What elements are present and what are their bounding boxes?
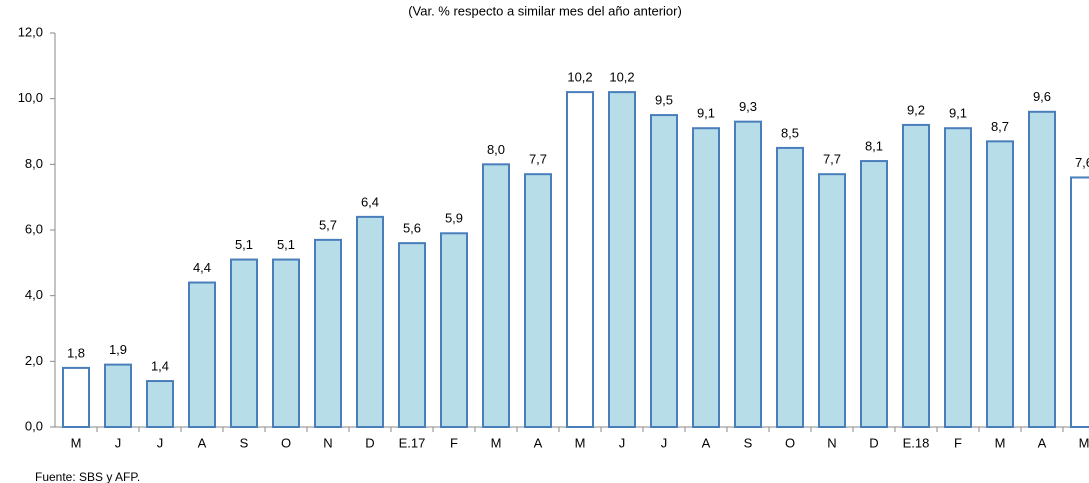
bar [692, 127, 720, 428]
value-label: 7,7 [823, 152, 841, 167]
x-tick-label: J [157, 435, 164, 450]
value-label: 8,0 [487, 142, 505, 157]
bar [818, 173, 846, 428]
bar [230, 258, 258, 428]
value-label: 8,1 [865, 138, 883, 153]
x-tick-label: D [869, 435, 878, 450]
x-tick-label: F [450, 435, 458, 450]
x-tick-label: M [71, 435, 82, 450]
value-label: 7,7 [529, 152, 547, 167]
x-tick-label: A [702, 435, 711, 450]
bar [1070, 176, 1089, 428]
value-label: 9,1 [697, 106, 715, 121]
bar [776, 146, 804, 429]
bar [188, 281, 216, 428]
bar [944, 127, 972, 428]
x-tick-label: O [281, 435, 291, 450]
bar [356, 215, 384, 428]
x-tick-label: F [954, 435, 962, 450]
x-tick-label: N [323, 435, 332, 450]
value-label: 9,6 [1033, 89, 1051, 104]
bar [104, 363, 132, 429]
y-tick-label: 10,0 [18, 90, 43, 105]
value-label: 10,2 [567, 70, 592, 85]
x-tick-label: J [619, 435, 626, 450]
x-tick-label: M [995, 435, 1006, 450]
x-tick-label: M [575, 435, 586, 450]
bar [902, 123, 930, 429]
x-tick-label: N [827, 435, 836, 450]
footnote: Fuente: SBS y AFP. [35, 470, 140, 483]
value-label: 10,2 [609, 70, 634, 85]
bar [734, 120, 762, 429]
value-label: 9,5 [655, 93, 673, 108]
bar [146, 380, 174, 428]
value-label: 5,1 [235, 237, 253, 252]
bar [398, 242, 426, 428]
y-tick-label: 6,0 [25, 221, 43, 236]
x-tick-label: A [534, 435, 543, 450]
x-tick-label: J [661, 435, 668, 450]
value-label: 1,4 [151, 358, 169, 373]
x-tick-label: E.17 [399, 435, 426, 450]
x-tick-label: J [115, 435, 122, 450]
bar [986, 140, 1014, 428]
bar [650, 114, 678, 428]
chart-subtitle: (Var. % respecto a similar mes del año a… [408, 3, 682, 18]
y-tick-label: 0,0 [25, 418, 43, 433]
x-tick-label: M [1079, 435, 1089, 450]
x-tick-label: E.18 [903, 435, 930, 450]
x-tick-label: M [491, 435, 502, 450]
value-label: 9,1 [949, 106, 967, 121]
bar [1028, 110, 1056, 429]
x-tick-label: A [198, 435, 207, 450]
value-label: 5,1 [277, 237, 295, 252]
value-label: 8,7 [991, 119, 1009, 134]
bar [62, 366, 90, 428]
x-tick-label: D [365, 435, 374, 450]
value-label: 8,5 [781, 125, 799, 140]
value-label: 9,2 [907, 102, 925, 117]
value-label: 9,3 [739, 99, 757, 114]
value-label: 5,7 [319, 217, 337, 232]
bar [524, 173, 552, 428]
bar [440, 232, 468, 428]
y-tick-label: 4,0 [25, 287, 43, 302]
value-label: 5,6 [403, 221, 421, 236]
bar [860, 160, 888, 429]
y-tick-label: 2,0 [25, 353, 43, 368]
value-label: 5,9 [445, 211, 463, 226]
bar [314, 238, 342, 428]
x-tick-label: O [785, 435, 795, 450]
bar [566, 91, 594, 428]
value-label: 1,8 [67, 345, 85, 360]
x-tick-label: S [744, 435, 753, 450]
x-tick-label: S [240, 435, 249, 450]
bar [272, 258, 300, 428]
value-label: 6,4 [361, 194, 379, 209]
y-tick-label: 12,0 [18, 24, 43, 39]
value-label: 4,4 [193, 260, 211, 275]
value-label: 7,6 [1075, 155, 1089, 170]
x-tick-label: A [1038, 435, 1047, 450]
bar [608, 91, 636, 428]
y-tick-label: 8,0 [25, 156, 43, 171]
value-label: 1,9 [109, 342, 127, 357]
bar [482, 163, 510, 428]
